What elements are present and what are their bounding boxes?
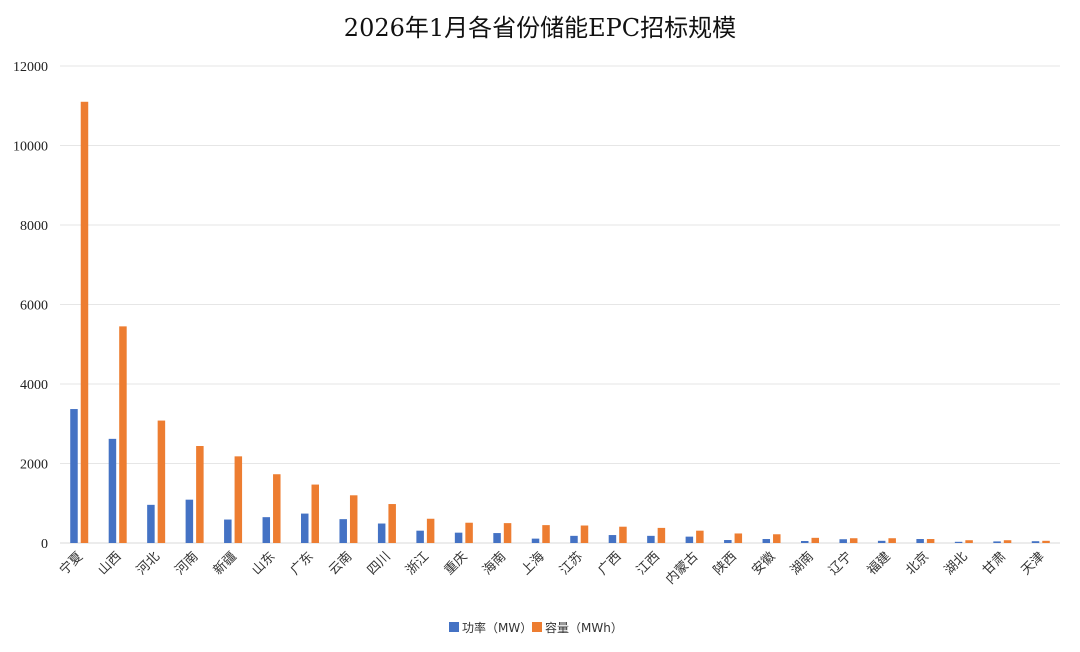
bar-power [916,539,924,543]
legend: 功率（MW） 容量（MWh） [449,620,623,635]
bar-power [570,535,578,543]
bar-capacity [657,527,666,543]
bar-power [877,540,886,543]
x-tick-label: 广东 [288,549,317,578]
bar-capacity [965,540,973,543]
x-tick-label: 北京 [903,549,932,578]
x-tick-label: 海南 [479,549,509,579]
bar-capacity [426,518,435,543]
bar-power [531,538,540,543]
bar-power [454,532,463,543]
x-tick-label: 辽宁 [826,549,856,579]
bar-power [493,533,501,543]
x-tick-label: 浙江 [403,549,432,578]
chart-title: 2026年1月各省份储能EPC招标规模 [344,14,736,42]
x-tick-label: 云南 [326,549,356,579]
bar-capacity [811,537,819,543]
x-tick-label: 陕西 [711,549,740,578]
x-tick-label: 宁夏 [56,549,86,579]
bar-capacity [773,534,781,543]
bar-capacity [273,474,281,543]
x-axis-ticks: 宁夏 山西 河北 河南 新疆 山东 广东 云南 四川 浙江 重庆 海南 上海 江苏 广西 江西 内蒙古 陕西 安徽湖… [56,549,1047,588]
x-tick-label: 江西 [634,549,663,578]
bar-power [108,438,117,543]
bar-power [762,539,771,543]
bar-power [185,499,194,543]
bar-power [801,541,809,543]
bar-power [301,513,309,543]
bar-power [416,530,424,543]
x-tick-label: 重庆 [441,549,471,579]
bar-capacity [119,326,127,543]
bar-capacity [888,538,896,543]
bar-capacity [388,504,396,543]
bar-power [608,535,617,543]
legend-swatch [532,622,542,632]
y-tick-label: 0 [41,537,48,552]
legend-label: 容量（MWh） [545,620,623,635]
y-tick-label: 8000 [20,219,48,234]
bar-power [839,539,847,543]
bar-capacity [311,484,319,543]
bar-capacity [465,522,473,543]
bar-capacity [503,523,512,543]
x-tick-label: 江苏 [556,549,586,579]
y-tick-label: 6000 [20,299,48,314]
bar-capacity [157,420,166,543]
bar-power [993,541,1001,543]
bars [70,101,1050,544]
x-tick-label: 内蒙古 [663,549,702,588]
x-tick-label: 山东 [249,549,278,578]
x-tick-label: 河南 [172,549,202,579]
x-tick-label: 安徽 [749,549,778,578]
bar-capacity [580,525,589,543]
y-tick-label: 10000 [13,140,48,155]
bar-power [70,409,78,543]
bar-capacity [196,446,204,543]
bar-power [724,540,732,543]
x-tick-label: 山西 [96,549,125,578]
bar-power [147,504,155,543]
x-tick-label: 天津 [1019,549,1048,578]
bar-power [339,519,347,543]
x-tick-label: 上海 [519,549,548,578]
y-axis-ticks: 0 2000 4000 6000 8000 10000 12000 [13,60,48,552]
x-tick-label: 河北 [134,549,163,578]
x-tick-label: 广西 [596,549,625,578]
y-tick-label: 2000 [20,458,48,473]
bar-capacity [849,538,858,543]
bar-capacity [926,539,935,543]
gridlines [60,65,1060,544]
bar-power [1031,541,1040,543]
x-tick-label: 福建 [865,549,894,578]
bar-power [377,523,386,543]
bar-power [685,536,694,543]
bar-power [224,519,232,543]
bar-capacity [619,526,627,543]
y-tick-label: 4000 [20,378,48,393]
bar-capacity [349,495,358,543]
legend-label: 功率（MW） [462,620,532,635]
x-tick-label: 四川 [365,549,394,578]
x-tick-label: 新疆 [210,549,240,579]
bar-power [954,541,963,543]
bar-power [262,517,271,543]
x-tick-label: 湖南 [787,549,817,579]
bar-power [647,535,655,543]
bar-capacity [542,525,550,543]
bar-capacity [1042,540,1050,543]
bar-capacity [734,533,743,543]
x-tick-label: 甘肃 [980,549,1009,578]
bar-capacity [696,530,704,543]
bar-capacity [80,101,89,544]
y-tick-label: 12000 [13,60,48,75]
bar-capacity [1003,540,1012,543]
bar-capacity [234,456,243,543]
x-tick-label: 湖北 [942,549,971,578]
legend-swatch [449,622,459,632]
